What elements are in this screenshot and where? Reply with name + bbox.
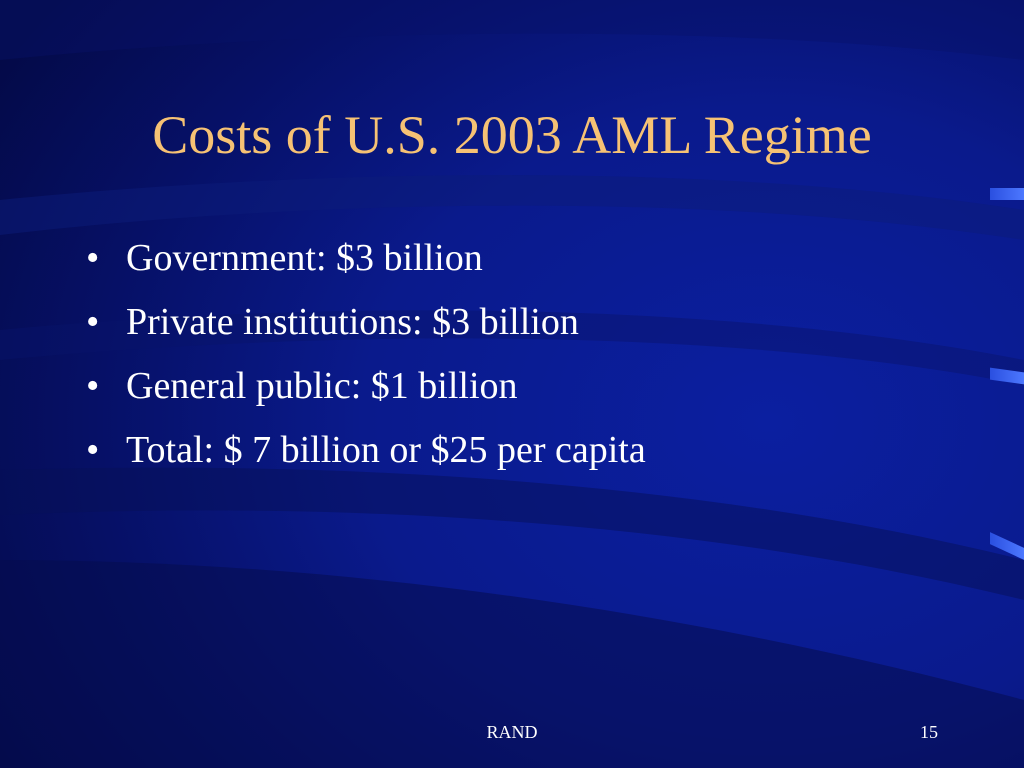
bullet-item-public: • General public: $1 billion <box>86 358 646 422</box>
footer-label: RAND <box>0 722 1024 743</box>
bullet-item-private: • Private institutions: $3 billion <box>86 294 646 358</box>
bullet-text: General public: $1 billion <box>126 365 518 407</box>
bullet-icon: • <box>86 358 126 414</box>
bullet-icon: • <box>86 422 126 478</box>
bullet-text: Government: $3 billion <box>126 237 483 279</box>
page-number: 15 <box>920 722 938 743</box>
bullet-item-government: • Government: $3 billion <box>86 230 646 294</box>
edge-mark-1 <box>990 188 1024 200</box>
bullet-icon: • <box>86 230 126 286</box>
bullet-text: Private institutions: $3 billion <box>126 301 579 343</box>
bullet-item-total: • Total: $ 7 billion or $25 per capita <box>86 422 646 486</box>
bullet-text: Total: $ 7 billion or $25 per capita <box>126 429 646 471</box>
bullet-icon: • <box>86 294 126 350</box>
bullet-list: • Government: $3 billion • Private institu… <box>86 230 646 486</box>
slide-title: Costs of U.S. 2003 AML Regime <box>0 102 1024 168</box>
